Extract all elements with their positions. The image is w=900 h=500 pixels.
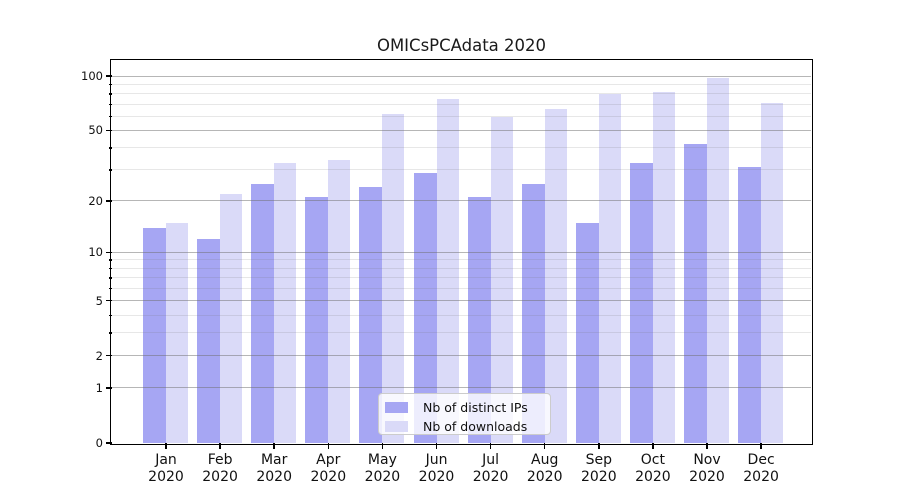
bar-downloads-mar: [274, 162, 297, 443]
x-tick-mark: [543, 443, 546, 449]
y-tick-label-2: 2: [95, 348, 103, 363]
y-tick-mark-minor: [109, 83, 112, 86]
bar-ips-apr: [305, 197, 329, 443]
y-tick-mark: [106, 299, 112, 302]
y-tick-mark-minor: [109, 314, 112, 317]
bar-ips-feb: [197, 239, 221, 443]
y-tick-mark: [106, 442, 112, 444]
x-tick-mark: [165, 443, 167, 449]
y-tick-label-10: 10: [88, 245, 103, 260]
bar-ips-aug: [521, 183, 545, 443]
bar-downloads-jan: [166, 222, 188, 443]
x-tick-mark: [760, 443, 762, 449]
x-tick-label-feb: Feb 2020: [202, 452, 238, 485]
legend-entry-distinct-ips: Nb of distinct IPs: [385, 399, 550, 418]
x-tick-label-apr: Apr 2020: [310, 452, 347, 485]
x-tick-label-sep: Sep 2020: [580, 452, 617, 485]
bar-ips-nov: [684, 143, 707, 443]
legend-label-downloads: Nb of downloads: [423, 418, 528, 434]
y-tick-label-1: 1: [95, 380, 103, 395]
y-tick-label-20: 20: [88, 193, 103, 208]
bar-ips-jul: [467, 197, 491, 443]
legend: Nb of distinct IPs Nb of downloads: [378, 393, 551, 435]
bar-downloads-jul: [490, 117, 513, 443]
y-tick-label-100: 100: [81, 69, 103, 84]
x-tick-mark: [435, 443, 438, 449]
y-tick-mark: [106, 387, 112, 389]
y-tick-label-0: 0: [95, 436, 103, 450]
y-tick-mark-minor: [109, 332, 112, 334]
x-tick-label-jul: Jul 2020: [472, 452, 509, 485]
x-tick-label-aug: Aug 2020: [526, 452, 563, 485]
y-tick-label-50: 50: [88, 123, 103, 138]
x-tick-mark: [706, 443, 708, 449]
x-tick-label-jan: Jan 2020: [148, 452, 184, 485]
bars-layer: [112, 61, 811, 443]
bar-downloads-may: [382, 113, 405, 443]
bar-ips-jan: [143, 227, 166, 443]
bar-downloads-oct: [652, 91, 675, 443]
x-tick-label-may: May 2020: [364, 452, 401, 485]
x-tick-label-dec: Dec 2020: [743, 452, 779, 485]
y-tick-mark: [106, 251, 112, 254]
bar-downloads-dec: [761, 102, 784, 443]
y-tick-mark-minor: [109, 147, 112, 149]
x-tick-mark: [273, 443, 275, 449]
x-tick-mark: [489, 443, 492, 449]
bar-downloads-aug: [544, 108, 567, 443]
bar-downloads-feb: [220, 193, 243, 443]
legend-entry-downloads: Nb of downloads: [385, 417, 550, 436]
bar-ips-oct: [629, 162, 653, 443]
y-tick-label-5: 5: [95, 293, 103, 308]
x-tick-mark: [219, 443, 221, 449]
legend-label-distinct-ips: Nb of distinct IPs: [423, 400, 528, 416]
y-tick-mark-minor: [109, 277, 112, 279]
y-tick-mark: [106, 354, 112, 357]
y-tick-mark-minor: [109, 287, 112, 290]
plot-area: Nb of distinct IPs Nb of downloads: [112, 61, 811, 443]
bar-ips-dec: [738, 167, 762, 443]
x-tick-label-nov: Nov 2020: [689, 452, 725, 485]
bar-downloads-jun: [436, 98, 459, 443]
x-tick-label-jun: Jun 2020: [418, 452, 455, 485]
bar-ips-mar: [251, 183, 275, 443]
x-tick-mark: [652, 443, 654, 449]
x-tick-label-mar: Mar 2020: [256, 452, 292, 485]
bar-ips-sep: [575, 222, 599, 443]
y-tick-mark: [106, 129, 112, 132]
y-tick-mark-minor: [109, 267, 112, 270]
x-tick-mark: [327, 443, 330, 449]
x-tick-mark: [381, 443, 384, 449]
bar-downloads-sep: [598, 93, 621, 443]
y-tick-mark-minor: [109, 115, 112, 118]
legend-swatch-downloads: [385, 420, 408, 432]
x-tick-mark: [598, 443, 600, 449]
legend-swatch-distinct-ips: [385, 402, 408, 414]
y-tick-mark-minor: [109, 93, 112, 95]
y-tick-mark-minor: [109, 169, 112, 171]
bar-downloads-apr: [328, 160, 351, 443]
y-tick-mark: [106, 75, 112, 77]
bar-ips-may: [359, 187, 383, 443]
y-tick-mark: [106, 200, 112, 202]
y-tick-mark-minor: [109, 103, 112, 106]
bar-ips-jun: [413, 172, 437, 443]
y-tick-mark-minor: [109, 259, 112, 261]
bar-downloads-nov: [707, 77, 729, 443]
chart-title: OMICsPCAdata 2020: [376, 36, 547, 55]
x-tick-label-oct: Oct 2020: [635, 452, 671, 485]
